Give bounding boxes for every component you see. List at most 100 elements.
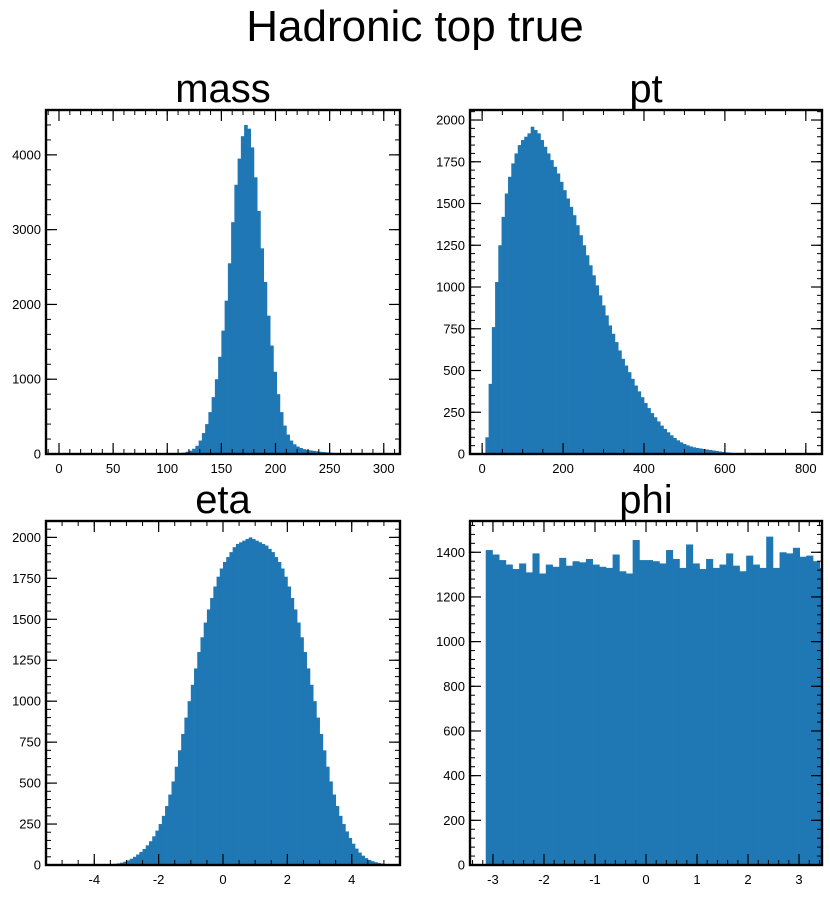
histogram-bar <box>244 124 248 454</box>
histogram-bar <box>152 836 156 865</box>
histogram-bar <box>537 133 541 454</box>
histogram-bar <box>501 216 506 454</box>
histogram-bar <box>608 325 613 454</box>
histogram-bar <box>512 569 520 865</box>
y-tick-label: 0 <box>458 447 465 462</box>
histogram-bar <box>234 184 239 454</box>
y-tick-label: 2000 <box>12 530 41 545</box>
histogram-bar <box>302 449 307 454</box>
histogram-bar <box>545 564 553 865</box>
histogram-bar <box>242 540 246 865</box>
histogram-bar <box>200 637 205 865</box>
histogram-bar <box>255 540 259 865</box>
histogram-bar <box>358 852 362 865</box>
histogram-bar <box>517 145 522 454</box>
histogram-bar <box>553 166 557 454</box>
x-tick-label: 50 <box>106 461 120 476</box>
histogram-bar <box>280 568 285 865</box>
histogram-bar <box>637 391 642 454</box>
histogram-bar <box>292 444 297 454</box>
y-tick-label: 0 <box>458 858 465 873</box>
histogram-bar <box>520 140 525 454</box>
histogram-bar <box>569 206 574 454</box>
histogram-bar <box>702 448 706 454</box>
histogram-bar <box>556 173 561 454</box>
histogram-bar <box>268 548 272 865</box>
histogram-bar <box>273 371 277 454</box>
histogram-bar <box>277 561 282 865</box>
x-tick-label: 2 <box>284 872 291 887</box>
histogram-bar <box>686 445 690 454</box>
axes-frame <box>44 108 402 456</box>
histogram-bar <box>240 136 245 454</box>
histogram-bar <box>772 567 780 865</box>
x-tick-label: -1 <box>589 872 601 887</box>
histogram-bar <box>682 443 687 454</box>
histogram-bar <box>599 566 607 865</box>
histogram-bar <box>647 408 651 454</box>
histogram-bar <box>605 315 609 454</box>
histogram-bar <box>205 424 209 454</box>
histogram-bar <box>712 567 720 865</box>
histogram-bar <box>786 553 794 865</box>
bars <box>485 536 822 865</box>
histogram-bar <box>498 245 502 454</box>
histogram-bar <box>525 572 533 865</box>
bars <box>100 537 400 865</box>
histogram-bar <box>158 824 163 865</box>
histogram-bar <box>519 563 527 865</box>
histogram-bar <box>527 133 532 454</box>
x-tick-label: 0 <box>479 461 486 476</box>
x-tick-label: -2 <box>538 872 550 887</box>
histogram-bar <box>611 333 616 454</box>
histogram-bar <box>309 684 314 865</box>
histogram-bar <box>192 448 196 454</box>
histogram-bar <box>619 571 627 865</box>
histogram-bar <box>123 861 127 865</box>
histogram-bar <box>614 342 619 454</box>
histogram-bar <box>692 563 700 865</box>
histogram-bar <box>239 542 243 865</box>
histogram-bar <box>505 564 513 865</box>
histogram-bar <box>206 609 211 865</box>
histogram-bar <box>263 282 268 454</box>
histogram-bar <box>592 275 596 454</box>
histogram-bar <box>198 440 203 454</box>
histogram-bar <box>283 425 287 454</box>
histogram-bar <box>598 295 603 454</box>
x-tick-label: 200 <box>552 461 574 476</box>
histogram-bar <box>672 558 680 865</box>
histogram-bar <box>348 837 353 865</box>
histogram-bar <box>686 544 694 865</box>
histogram-bar <box>214 379 219 454</box>
y-tick-label: 1000 <box>12 372 41 387</box>
histogram-bar <box>258 542 263 865</box>
histogram-bar <box>319 733 324 865</box>
histogram-bar <box>643 403 648 454</box>
histogram-bar <box>579 235 583 454</box>
subplot-eta: eta -4 -2 0 2 4 0 250 500 750 1000 1250 1500 1750 2000 <box>12 478 402 887</box>
histogram-bar <box>177 750 182 865</box>
histogram-bar <box>322 750 327 865</box>
histogram-bar <box>345 831 349 865</box>
y-tick-label: 1750 <box>436 154 465 169</box>
histogram-bar <box>719 564 727 865</box>
histogram-bar <box>184 717 188 865</box>
histogram-bar <box>679 567 687 865</box>
histogram-bar <box>711 450 716 454</box>
histogram-bar <box>136 854 140 865</box>
histogram-bar <box>653 417 658 454</box>
y-tick-label: 500 <box>443 363 465 378</box>
histogram-bar <box>129 858 134 865</box>
histogram-bar <box>715 450 719 454</box>
subplot-phi: phi -3 -2 -1 0 1 2 3 0 200 400 600 800 1000 1200 1400 <box>436 478 824 887</box>
y-tick-label: 4000 <box>12 147 41 162</box>
histogram-bar <box>676 440 680 454</box>
histogram-bar <box>588 265 593 454</box>
x-tick-label: 600 <box>714 461 736 476</box>
histogram-bar <box>699 569 707 865</box>
y-tick-label: 2000 <box>436 113 465 128</box>
histogram-bar <box>329 781 333 865</box>
histogram-bar <box>612 554 620 865</box>
x-tick-label: 150 <box>211 461 233 476</box>
